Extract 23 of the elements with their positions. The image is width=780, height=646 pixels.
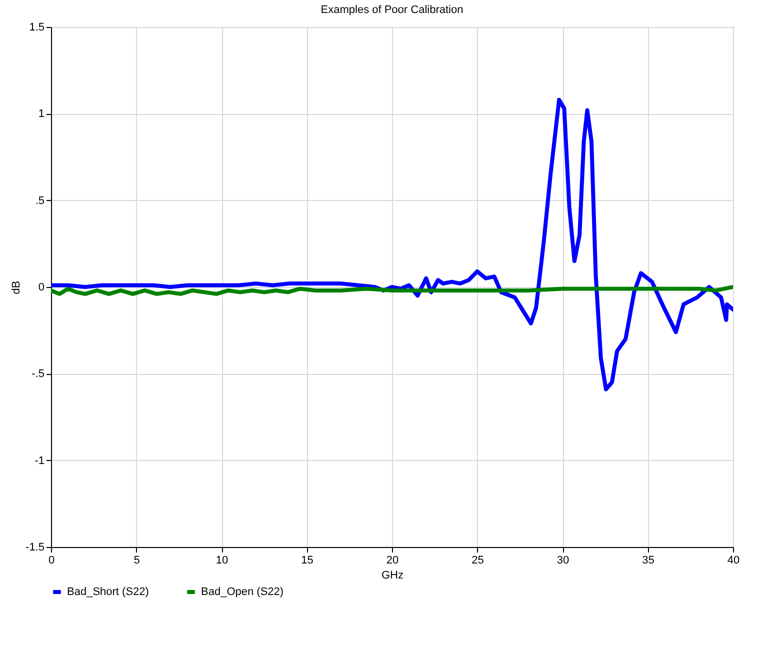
line-series [51, 285, 733, 296]
y-tick-label: 1 [38, 108, 44, 120]
y-tick-label: 1.5 [29, 22, 44, 34]
x-tick-label: 30 [556, 554, 570, 566]
x-tick-label: 0 [48, 554, 55, 566]
line-series [51, 98, 733, 392]
x-tick-label: 20 [386, 554, 399, 566]
x-axis-title: GHz [382, 570, 404, 582]
y-tick-label: 0 [38, 282, 44, 294]
legend-label: Bad_Short (S22) [67, 586, 149, 598]
legend-label: Bad_Open (S22) [201, 586, 284, 598]
chart-title: Examples of Poor Calibration [320, 4, 464, 16]
y-tick-label: -1.5 [26, 542, 44, 554]
x-tick-label: 40 [727, 554, 740, 566]
x-tick-label: 10 [216, 554, 228, 566]
x-tick-label: 5 [134, 554, 140, 566]
y-tick-label: -.5 [32, 368, 44, 380]
x-tick-label: 25 [472, 554, 484, 566]
y-axis-title: dB [10, 280, 23, 294]
x-tick-label: 15 [301, 554, 314, 566]
y-tick-label: -1 [34, 454, 44, 467]
x-tick-label: 35 [642, 554, 654, 566]
y-tick-label: .5 [35, 194, 44, 207]
